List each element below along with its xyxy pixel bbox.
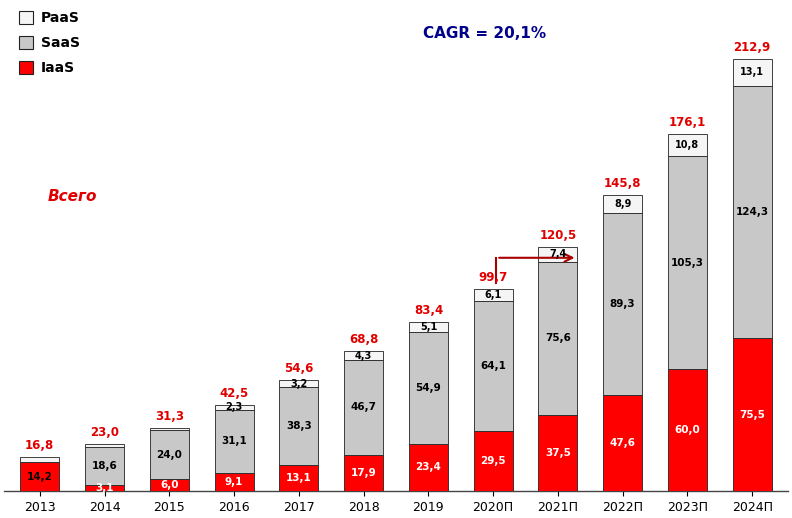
Text: 2,3: 2,3 <box>226 402 242 412</box>
Bar <box>215 405 253 410</box>
Bar <box>539 415 577 491</box>
Text: 17,9: 17,9 <box>351 468 376 478</box>
Text: 83,4: 83,4 <box>413 304 443 317</box>
Text: 54,9: 54,9 <box>416 383 441 393</box>
Text: 212,9: 212,9 <box>733 41 771 54</box>
Bar <box>85 447 124 485</box>
Text: 124,3: 124,3 <box>736 207 769 217</box>
Bar <box>21 462 59 491</box>
Text: 16,8: 16,8 <box>25 439 55 452</box>
Text: 13,1: 13,1 <box>741 67 764 77</box>
Bar <box>539 262 577 415</box>
Text: 3,2: 3,2 <box>290 379 307 388</box>
Bar <box>604 395 642 491</box>
Bar <box>150 479 188 491</box>
Text: 75,6: 75,6 <box>545 333 571 343</box>
Text: 14,2: 14,2 <box>27 472 53 482</box>
Bar <box>474 301 512 431</box>
Bar <box>280 387 318 465</box>
Text: 8,9: 8,9 <box>614 199 631 209</box>
Bar <box>604 195 642 213</box>
Text: 18,6: 18,6 <box>92 461 117 471</box>
Bar <box>150 430 188 479</box>
Bar <box>668 134 707 156</box>
Bar <box>345 360 383 455</box>
Text: 47,6: 47,6 <box>610 438 636 448</box>
Text: 4,3: 4,3 <box>355 351 372 361</box>
Text: 120,5: 120,5 <box>539 228 577 241</box>
Text: 7,4: 7,4 <box>550 249 566 259</box>
Bar <box>409 332 447 443</box>
Text: 68,8: 68,8 <box>349 333 379 346</box>
Bar <box>280 380 318 387</box>
Text: 64,1: 64,1 <box>480 361 506 371</box>
Text: CAGR = 20,1%: CAGR = 20,1% <box>424 26 546 41</box>
Text: 105,3: 105,3 <box>671 257 704 268</box>
Bar <box>215 410 253 472</box>
Text: 10,8: 10,8 <box>676 140 699 150</box>
Text: 176,1: 176,1 <box>668 116 706 129</box>
Bar <box>85 485 124 491</box>
Text: 6,1: 6,1 <box>485 290 502 300</box>
Bar <box>85 444 124 447</box>
Bar <box>345 455 383 491</box>
Bar <box>733 338 771 491</box>
Bar <box>409 443 447 491</box>
Text: 89,3: 89,3 <box>610 299 635 309</box>
Text: 75,5: 75,5 <box>739 410 765 420</box>
Bar <box>668 156 707 369</box>
Text: 5,1: 5,1 <box>420 322 437 332</box>
Text: 29,5: 29,5 <box>480 456 506 466</box>
Text: 23,0: 23,0 <box>90 426 119 439</box>
Text: 37,5: 37,5 <box>545 448 571 458</box>
Bar <box>409 322 447 332</box>
Bar <box>280 465 318 491</box>
Bar <box>668 369 707 491</box>
Bar <box>21 457 59 462</box>
Text: Всего: Всего <box>48 189 97 204</box>
Bar <box>345 351 383 360</box>
Bar <box>474 431 512 491</box>
Text: 31,3: 31,3 <box>154 410 184 423</box>
Text: 99,7: 99,7 <box>478 271 508 284</box>
Bar <box>539 247 577 262</box>
Bar <box>150 427 188 430</box>
Text: 3,1: 3,1 <box>95 483 114 493</box>
Text: 23,4: 23,4 <box>416 463 441 472</box>
Text: 9,1: 9,1 <box>225 477 243 487</box>
Text: 38,3: 38,3 <box>286 421 312 430</box>
Bar <box>733 86 771 338</box>
Text: 31,1: 31,1 <box>221 436 247 446</box>
Bar <box>474 289 512 301</box>
Text: 6,0: 6,0 <box>160 480 178 490</box>
Bar <box>733 59 771 86</box>
Text: 42,5: 42,5 <box>219 387 249 400</box>
Text: 24,0: 24,0 <box>156 450 182 459</box>
Legend: PaaS, SaaS, IaaS: PaaS, SaaS, IaaS <box>19 11 80 75</box>
Text: 13,1: 13,1 <box>286 473 312 483</box>
Bar <box>604 213 642 395</box>
Text: 54,6: 54,6 <box>284 362 314 375</box>
Bar <box>215 472 253 491</box>
Text: 145,8: 145,8 <box>604 177 642 190</box>
Text: 60,0: 60,0 <box>675 425 700 435</box>
Text: 46,7: 46,7 <box>351 402 377 412</box>
